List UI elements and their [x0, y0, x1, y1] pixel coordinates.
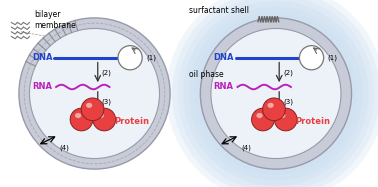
Text: Protein: Protein: [296, 117, 330, 126]
Ellipse shape: [279, 113, 285, 118]
Text: Protein: Protein: [114, 117, 149, 126]
Ellipse shape: [19, 18, 170, 169]
Text: (3): (3): [283, 98, 293, 105]
Ellipse shape: [81, 98, 104, 121]
Text: (2): (2): [283, 69, 293, 76]
Ellipse shape: [86, 103, 92, 108]
Text: RNA: RNA: [214, 82, 234, 91]
Ellipse shape: [211, 28, 341, 159]
Text: (3): (3): [102, 98, 112, 105]
Ellipse shape: [172, 0, 378, 187]
Text: DNA: DNA: [213, 53, 234, 62]
Ellipse shape: [274, 108, 297, 131]
Ellipse shape: [93, 108, 116, 131]
Text: DNA: DNA: [32, 53, 52, 62]
Ellipse shape: [70, 108, 93, 131]
Ellipse shape: [200, 18, 352, 169]
Text: bilayer: bilayer: [34, 10, 60, 19]
Ellipse shape: [189, 7, 363, 180]
Ellipse shape: [263, 98, 285, 121]
Ellipse shape: [29, 28, 160, 159]
Text: (4): (4): [60, 144, 70, 151]
Text: (1): (1): [327, 54, 338, 61]
Ellipse shape: [195, 12, 357, 175]
Ellipse shape: [183, 1, 369, 186]
Text: (2): (2): [102, 69, 112, 76]
Text: RNA: RNA: [32, 82, 52, 91]
Ellipse shape: [166, 0, 378, 187]
Ellipse shape: [98, 113, 104, 118]
Ellipse shape: [118, 46, 142, 70]
Ellipse shape: [256, 113, 263, 118]
Text: surfactant shell: surfactant shell: [189, 6, 249, 15]
Text: oil phase: oil phase: [189, 70, 224, 79]
Text: membrane: membrane: [34, 21, 76, 30]
Ellipse shape: [252, 108, 274, 131]
Text: (4): (4): [241, 144, 251, 151]
Ellipse shape: [178, 0, 374, 187]
Ellipse shape: [75, 113, 81, 118]
Ellipse shape: [299, 46, 324, 70]
Text: (1): (1): [146, 54, 156, 61]
Ellipse shape: [268, 103, 274, 108]
